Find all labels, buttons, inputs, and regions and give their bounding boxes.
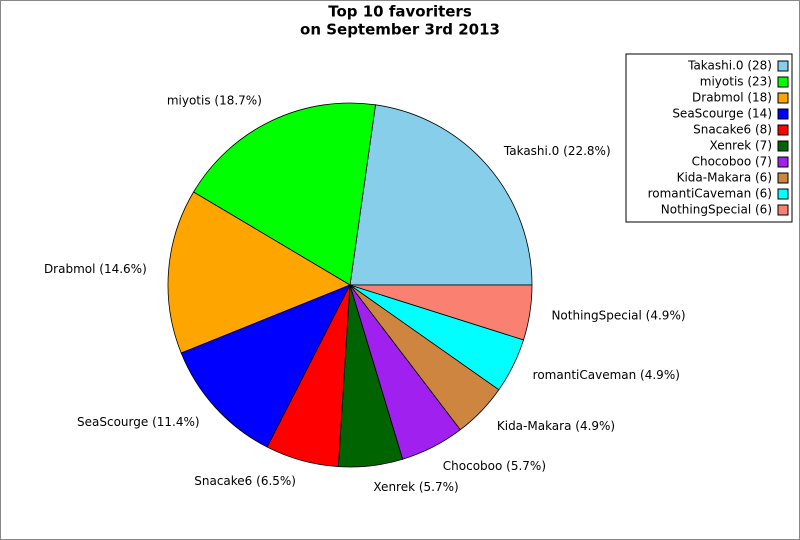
legend-label: Takashi.0 (28): [687, 59, 772, 73]
chart-subtitle: on September 3rd 2013: [300, 21, 500, 39]
legend-swatch: [777, 60, 789, 72]
legend-label: NothingSpecial (6): [661, 203, 772, 217]
legend-label: Snacake6 (8): [693, 123, 772, 137]
slice-label: miyotis (18.7%): [167, 94, 262, 108]
legend-swatch: [777, 76, 789, 88]
legend-label: miyotis (23): [700, 75, 772, 89]
pie-slice: [167, 191, 351, 354]
slice-label: SeaScourge (11.4%): [77, 415, 200, 429]
legend-swatch: [777, 124, 789, 136]
legend-box: [625, 53, 793, 223]
legend-label: Chocoboo (7): [692, 155, 772, 169]
slice-label: NothingSpecial (4.9%): [551, 309, 685, 323]
legend-label: romantiCaveman (6): [648, 187, 772, 201]
pie-slice: [349, 104, 533, 286]
legend-swatch: [777, 92, 789, 104]
pie-slice: [349, 284, 533, 341]
legend-swatch: [777, 140, 789, 152]
chart-title: Top 10 favoriters: [328, 3, 472, 21]
slice-label: romantiCaveman (4.9%): [533, 368, 680, 382]
legend-swatch: [777, 172, 789, 184]
legend-swatch: [777, 204, 789, 216]
slice-label: Chocoboo (5.7%): [443, 459, 546, 473]
pie-slice: [180, 284, 351, 448]
legend-label: Xenrek (7): [710, 139, 772, 153]
pie-slice: [193, 102, 376, 286]
legend-label: Drabmol (18): [692, 91, 772, 105]
legend-swatch: [777, 156, 789, 168]
slice-label: Snacake6 (6.5%): [194, 474, 296, 488]
legend-swatch: [777, 108, 789, 120]
legend-swatch: [777, 188, 789, 200]
slice-label: Xenrek (5.7%): [373, 480, 458, 494]
legend-label: SeaScourge (14): [672, 107, 772, 121]
slice-label: Kida-Makara (4.9%): [497, 419, 615, 433]
legend-label: Kida-Makara (6): [677, 171, 772, 185]
slice-label: Takashi.0 (22.8%): [503, 144, 611, 158]
slice-label: Drabmol (14.6%): [44, 262, 147, 276]
